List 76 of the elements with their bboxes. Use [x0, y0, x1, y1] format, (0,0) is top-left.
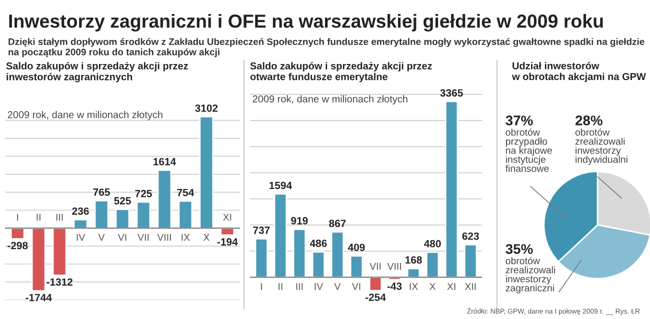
x-tick-label: V [334, 283, 341, 290]
data-label: 725 [135, 190, 152, 198]
bar [136, 201, 151, 229]
x-tick-label: XII [464, 283, 476, 290]
data-label: 737 [253, 226, 270, 234]
data-label: 35% [506, 244, 533, 254]
x-tick-label: III [296, 283, 303, 290]
bar [115, 208, 130, 229]
data-label: 236 [72, 207, 89, 215]
bar [464, 244, 478, 278]
data-label: 1594 [269, 182, 292, 190]
bar [426, 252, 440, 278]
data-label: 486 [310, 240, 327, 248]
x-tick-label: VII [138, 234, 149, 241]
data-label: 409 [348, 244, 365, 252]
x-tick-label: IV [76, 234, 86, 241]
data-label: 623 [462, 232, 479, 240]
slice-label: obrotów przypadło na krajowe instytucje finansowe [505, 128, 552, 172]
x-tick-label: XI [447, 283, 456, 290]
x-tick-label: XI [223, 214, 232, 221]
chart-title: Saldo zakupów i sprzedaży akcji przez inwestorów zagranicznych [6, 62, 188, 82]
x-tick-label: VIII [387, 263, 401, 270]
data-label: -254 [365, 294, 386, 301]
x-tick-label: V [98, 234, 105, 241]
x-tick-label: III [56, 214, 63, 221]
text: Inwestorzy zagraniczni i OFE na warszawskiej giełdzie w 2009 roku [9, 14, 603, 32]
x-tick-label: VI [352, 283, 360, 290]
bar [292, 228, 306, 278]
text: Dzięki stałym dopływom środków z Zakładu Ubezpieczeń Społecznych fundusze emerytalne mogły wykorzystać gwałtowne spadki na giełdzie na początku 2009 roku do tanich zakupów akcji [8, 38, 644, 58]
bar [312, 251, 326, 278]
data-label: 867 [329, 220, 346, 228]
data-label: 37% [506, 116, 533, 126]
x-tick-label: VIII [157, 234, 171, 241]
bar [31, 227, 46, 292]
x-tick-label: VII [370, 263, 381, 270]
x-tick-label: X [430, 283, 436, 290]
data-label: 3102 [195, 104, 218, 112]
bar [199, 116, 214, 229]
bar [330, 231, 344, 278]
data-label: 1614 [154, 158, 176, 166]
x-tick-label: X [203, 234, 210, 241]
bar [178, 200, 193, 229]
x-tick-label: II [36, 214, 40, 221]
data-label: 3365 [440, 89, 463, 97]
bar [52, 227, 67, 276]
chart-title: Saldo zakupów i sprzedaży akcji przez otwarte fundusze emerytalne [250, 62, 432, 82]
x-tick-label: I [17, 214, 18, 221]
chart-title: Udział inwestorów w obrotach akcjami na GPW [512, 62, 646, 82]
data-label: -1744 [26, 294, 52, 302]
data-label: 919 [291, 217, 308, 224]
x-tick-label: IV [314, 283, 324, 290]
x-tick-label: II [278, 283, 282, 290]
bar [444, 100, 458, 278]
data-label: -43 [387, 282, 402, 290]
x-tick-label: IX [182, 234, 190, 241]
bar [350, 255, 364, 278]
bar [274, 193, 288, 278]
chart-subtitle: 2009 rok, dane w milionach złotych [8, 110, 162, 120]
data-label: 168 [406, 256, 422, 264]
data-label: 480 [424, 240, 441, 248]
data-label: 754 [177, 188, 194, 196]
data-label: 28% [575, 116, 602, 126]
x-tick-label: IX [410, 283, 418, 290]
bar [157, 169, 172, 229]
x-tick-label: I [260, 283, 262, 290]
slice-label: obrotów zrealizowali inwestorzy zagraniczni [506, 257, 555, 294]
chart-subtitle: 2009 rok, dane w milionach złotych [252, 95, 408, 104]
data-label: -298 [8, 242, 28, 250]
bar [94, 200, 109, 229]
x-tick-label: VI [118, 234, 126, 241]
data-label: -1312 [46, 278, 72, 286]
data-label: 525 [114, 197, 131, 204]
data-label: 765 [93, 188, 110, 196]
data-label: -194 [217, 238, 238, 246]
slice-label: obrotów zrealizowali inwestorzy indywidualni [575, 128, 628, 165]
bar [254, 238, 268, 278]
